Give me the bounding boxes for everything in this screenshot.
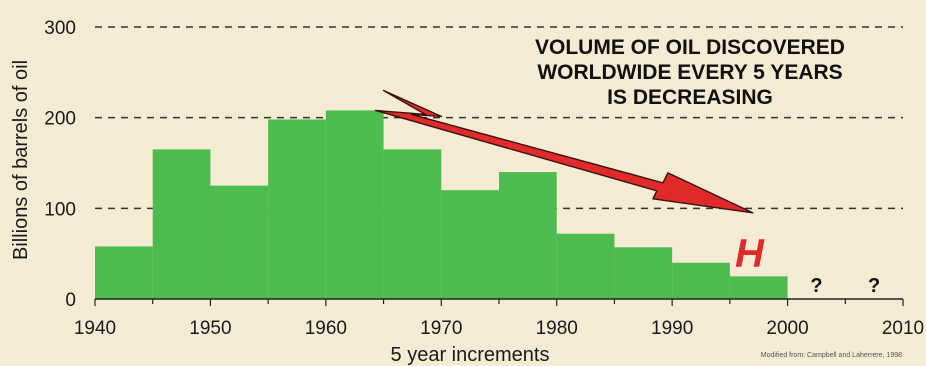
y-axis-title: Billions of barrels of oil	[10, 60, 32, 260]
annotation-h: H	[735, 232, 765, 276]
bars	[95, 110, 788, 299]
bar	[729, 276, 788, 299]
x-tick-label: 1940	[74, 318, 116, 339]
bar	[210, 185, 269, 299]
decline-arrow	[374, 89, 754, 214]
x-axis-title: 5 year increments	[391, 344, 550, 366]
source-credit: Modified from: Campbell and Laherrere, 1…	[761, 352, 902, 359]
annotations: ? ? H	[374, 89, 880, 297]
axes	[94, 298, 904, 306]
bar	[441, 190, 499, 299]
bar	[383, 149, 442, 299]
bar	[672, 262, 730, 299]
unknown-bin-marker: ?	[810, 275, 822, 297]
x-tick-label: 2010	[882, 318, 924, 339]
bar	[499, 172, 557, 299]
tick-labels: 1940 1950 1960 1970 1980 1990 2000 2010 0 100 200 3…	[44, 18, 924, 339]
y-tick-label: 0	[65, 290, 76, 311]
headline-line-1: VOLUME OF OIL DISCOVERED	[535, 36, 845, 59]
y-tick-label: 200	[44, 109, 76, 130]
y-tick-label: 100	[44, 199, 76, 220]
x-tick-label: 1980	[536, 318, 578, 339]
bar	[95, 246, 153, 299]
unknown-bin-marker: ?	[868, 275, 880, 297]
bar	[152, 149, 211, 299]
x-tick-label: 1990	[651, 318, 693, 339]
headline-line-2: WORLDWIDE EVERY 5 YEARS	[537, 61, 842, 84]
bar	[325, 110, 384, 299]
bar	[614, 247, 673, 299]
headline-line-3: IS DECREASING	[607, 86, 773, 109]
x-tick-label: 1960	[305, 318, 347, 339]
x-tick-label: 1970	[420, 318, 462, 339]
x-tick-label: 2000	[766, 318, 808, 339]
y-tick-label: 300	[44, 18, 76, 39]
bar	[268, 119, 326, 299]
x-tick-label: 1950	[189, 318, 231, 339]
bar	[556, 233, 615, 299]
